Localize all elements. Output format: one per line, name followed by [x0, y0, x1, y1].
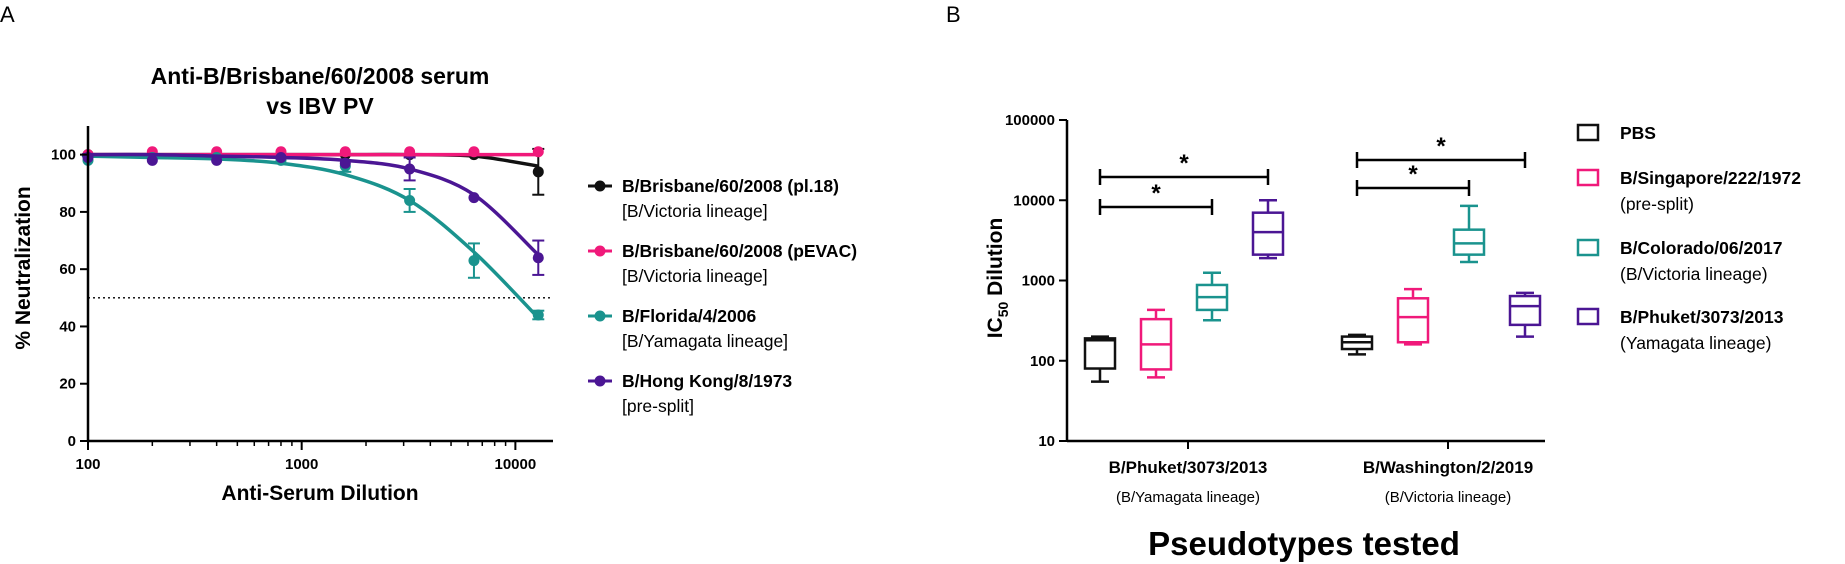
- panel-a-x-axis-label: Anti-Serum Dilution: [221, 482, 418, 505]
- panel-a-legend-marker: [594, 180, 606, 192]
- panel-b-legend-swatch: [1576, 123, 1600, 142]
- panel-a-x-tick-label: 10000: [495, 456, 537, 473]
- panel-a-data-point: [532, 146, 544, 158]
- panel-a-legend-label: B/Florida/4/2006: [622, 306, 756, 326]
- panel-b-legend: PBS B/Singapore/222/1972 (pre-split) B/Colo…: [1576, 123, 1801, 353]
- panel-a-data-point: [532, 252, 544, 264]
- panel-b-legend-sublabel: (pre-split): [1620, 194, 1694, 214]
- panel-b-significance-star: *: [1179, 150, 1189, 177]
- panel-b-y-tick-label: 100000: [1005, 112, 1055, 129]
- panel-a-data-point: [404, 194, 416, 206]
- panel-a-data-point: [404, 146, 416, 158]
- panel-b-y-axis-label: IC50 Dilution: [984, 218, 1011, 339]
- panel-a-legend-sublabel: [B/Yamagata lineage]: [622, 331, 788, 351]
- panel-b-box: [1083, 337, 1117, 370]
- panel-letter-b: B: [946, 2, 961, 27]
- panel-a-data-point: [339, 146, 351, 158]
- panel-b-y-tick-label: 1000: [1022, 273, 1055, 290]
- panel-a-y-tick-label: 20: [59, 376, 76, 393]
- panel-a-x-tick-label: 100: [75, 456, 100, 473]
- panel-b-legend-label: B/Singapore/222/1972: [1620, 168, 1801, 188]
- panel-a-legend-label: B/Brisbane/60/2008 (pl.18): [622, 176, 839, 196]
- panel-b-category-label: B/Phuket/3073/2013: [1109, 458, 1268, 477]
- panel-b-category-label: B/Washington/2/2019: [1363, 458, 1533, 477]
- panel-b-legend-label: PBS: [1620, 123, 1656, 143]
- panel-b-legend-label: B/Colorado/06/2017: [1620, 238, 1782, 258]
- panel-a-fit-curve-2: [81, 154, 540, 320]
- panel-b-box: [1508, 294, 1542, 327]
- panel-a-fit-curve-3: [81, 152, 540, 257]
- panel-a-y-tick-label: 80: [59, 204, 76, 221]
- panel-b-legend-swatch: [1576, 238, 1600, 257]
- panel-b-box: [1396, 297, 1430, 344]
- panel-b-significance-star: *: [1436, 133, 1446, 160]
- panel-a-legend-marker: [594, 245, 606, 257]
- panel-a-title-line-1: Anti-B/Brisbane/60/2008 serum: [151, 63, 490, 89]
- panel-a-y-tick-label: 0: [68, 433, 76, 450]
- panel-b-x-axis-label: Pseudotypes tested: [1148, 525, 1460, 562]
- panel-a-data-point: [532, 166, 544, 178]
- panel-a-data-point: [404, 163, 416, 175]
- panel-a-legend: B/Brisbane/60/2008 (pl.18) [B/Victoria li…: [588, 176, 857, 416]
- panel-b-chart: 10 100 1000 10000 100000 * * * * B/Phuket/3073/…: [1005, 112, 1545, 506]
- panel-a-legend-sublabel: [pre-split]: [622, 396, 694, 416]
- panel-a-legend-label: B/Hong Kong/8/1973: [622, 371, 792, 391]
- panel-a-legend-label: B/Brisbane/60/2008 (pEVAC): [622, 241, 857, 261]
- panel-a-data-point: [468, 146, 480, 158]
- panel-a-data-point: [468, 255, 480, 267]
- panel-a-data-point: [468, 192, 480, 204]
- panel-b-significance-star: *: [1408, 161, 1418, 188]
- panel-a-y-tick-label: 40: [59, 318, 76, 335]
- panel-b-significance-star: *: [1151, 180, 1161, 207]
- panel-b-y-tick-label: 100: [1030, 353, 1055, 370]
- panel-a-data-point: [532, 309, 544, 321]
- panel-a-y-tick-label: 60: [59, 261, 76, 278]
- panel-a-data-point: [275, 152, 287, 163]
- panel-b-category-sublabel: (B/Yamagata lineage): [1116, 489, 1260, 506]
- panel-b-legend-swatch: [1576, 307, 1600, 326]
- panel-b-legend-swatch: [1576, 168, 1600, 187]
- panel-a-data-point: [211, 154, 223, 166]
- panel-a-data-point: [339, 157, 351, 169]
- panel-a-legend-marker: [594, 310, 606, 322]
- panel-a-y-tick-label: 100: [51, 147, 76, 164]
- panel-a-legend-marker: [594, 375, 606, 387]
- panel-a-legend-sublabel: [B/Victoria lineage]: [622, 266, 768, 286]
- panel-b-legend-sublabel: (B/Victoria lineage): [1620, 264, 1768, 284]
- panel-b-legend-label: B/Phuket/3073/2013: [1620, 307, 1784, 327]
- panel-a-title-line-2: vs IBV PV: [266, 93, 374, 119]
- panel-a-y-axis-label: % Neutralization: [12, 186, 35, 349]
- panel-b-y-tick-label: 10000: [1013, 192, 1055, 209]
- panel-letter-a: A: [0, 2, 15, 27]
- panel-a-chart: 0 20 40 60 80 100 100 1000 10000: [51, 126, 553, 473]
- panel-b-legend-sublabel: (Yamagata lineage): [1620, 333, 1771, 353]
- panel-a-x-tick-label: 1000: [285, 456, 318, 473]
- panel-b-y-tick-label: 10: [1038, 433, 1055, 450]
- panel-a-data-point: [146, 154, 158, 166]
- panel-b-box: [1251, 211, 1285, 256]
- panel-a-legend-sublabel: [B/Victoria lineage]: [622, 201, 768, 221]
- panel-b-category-sublabel: (B/Victoria lineage): [1385, 489, 1511, 506]
